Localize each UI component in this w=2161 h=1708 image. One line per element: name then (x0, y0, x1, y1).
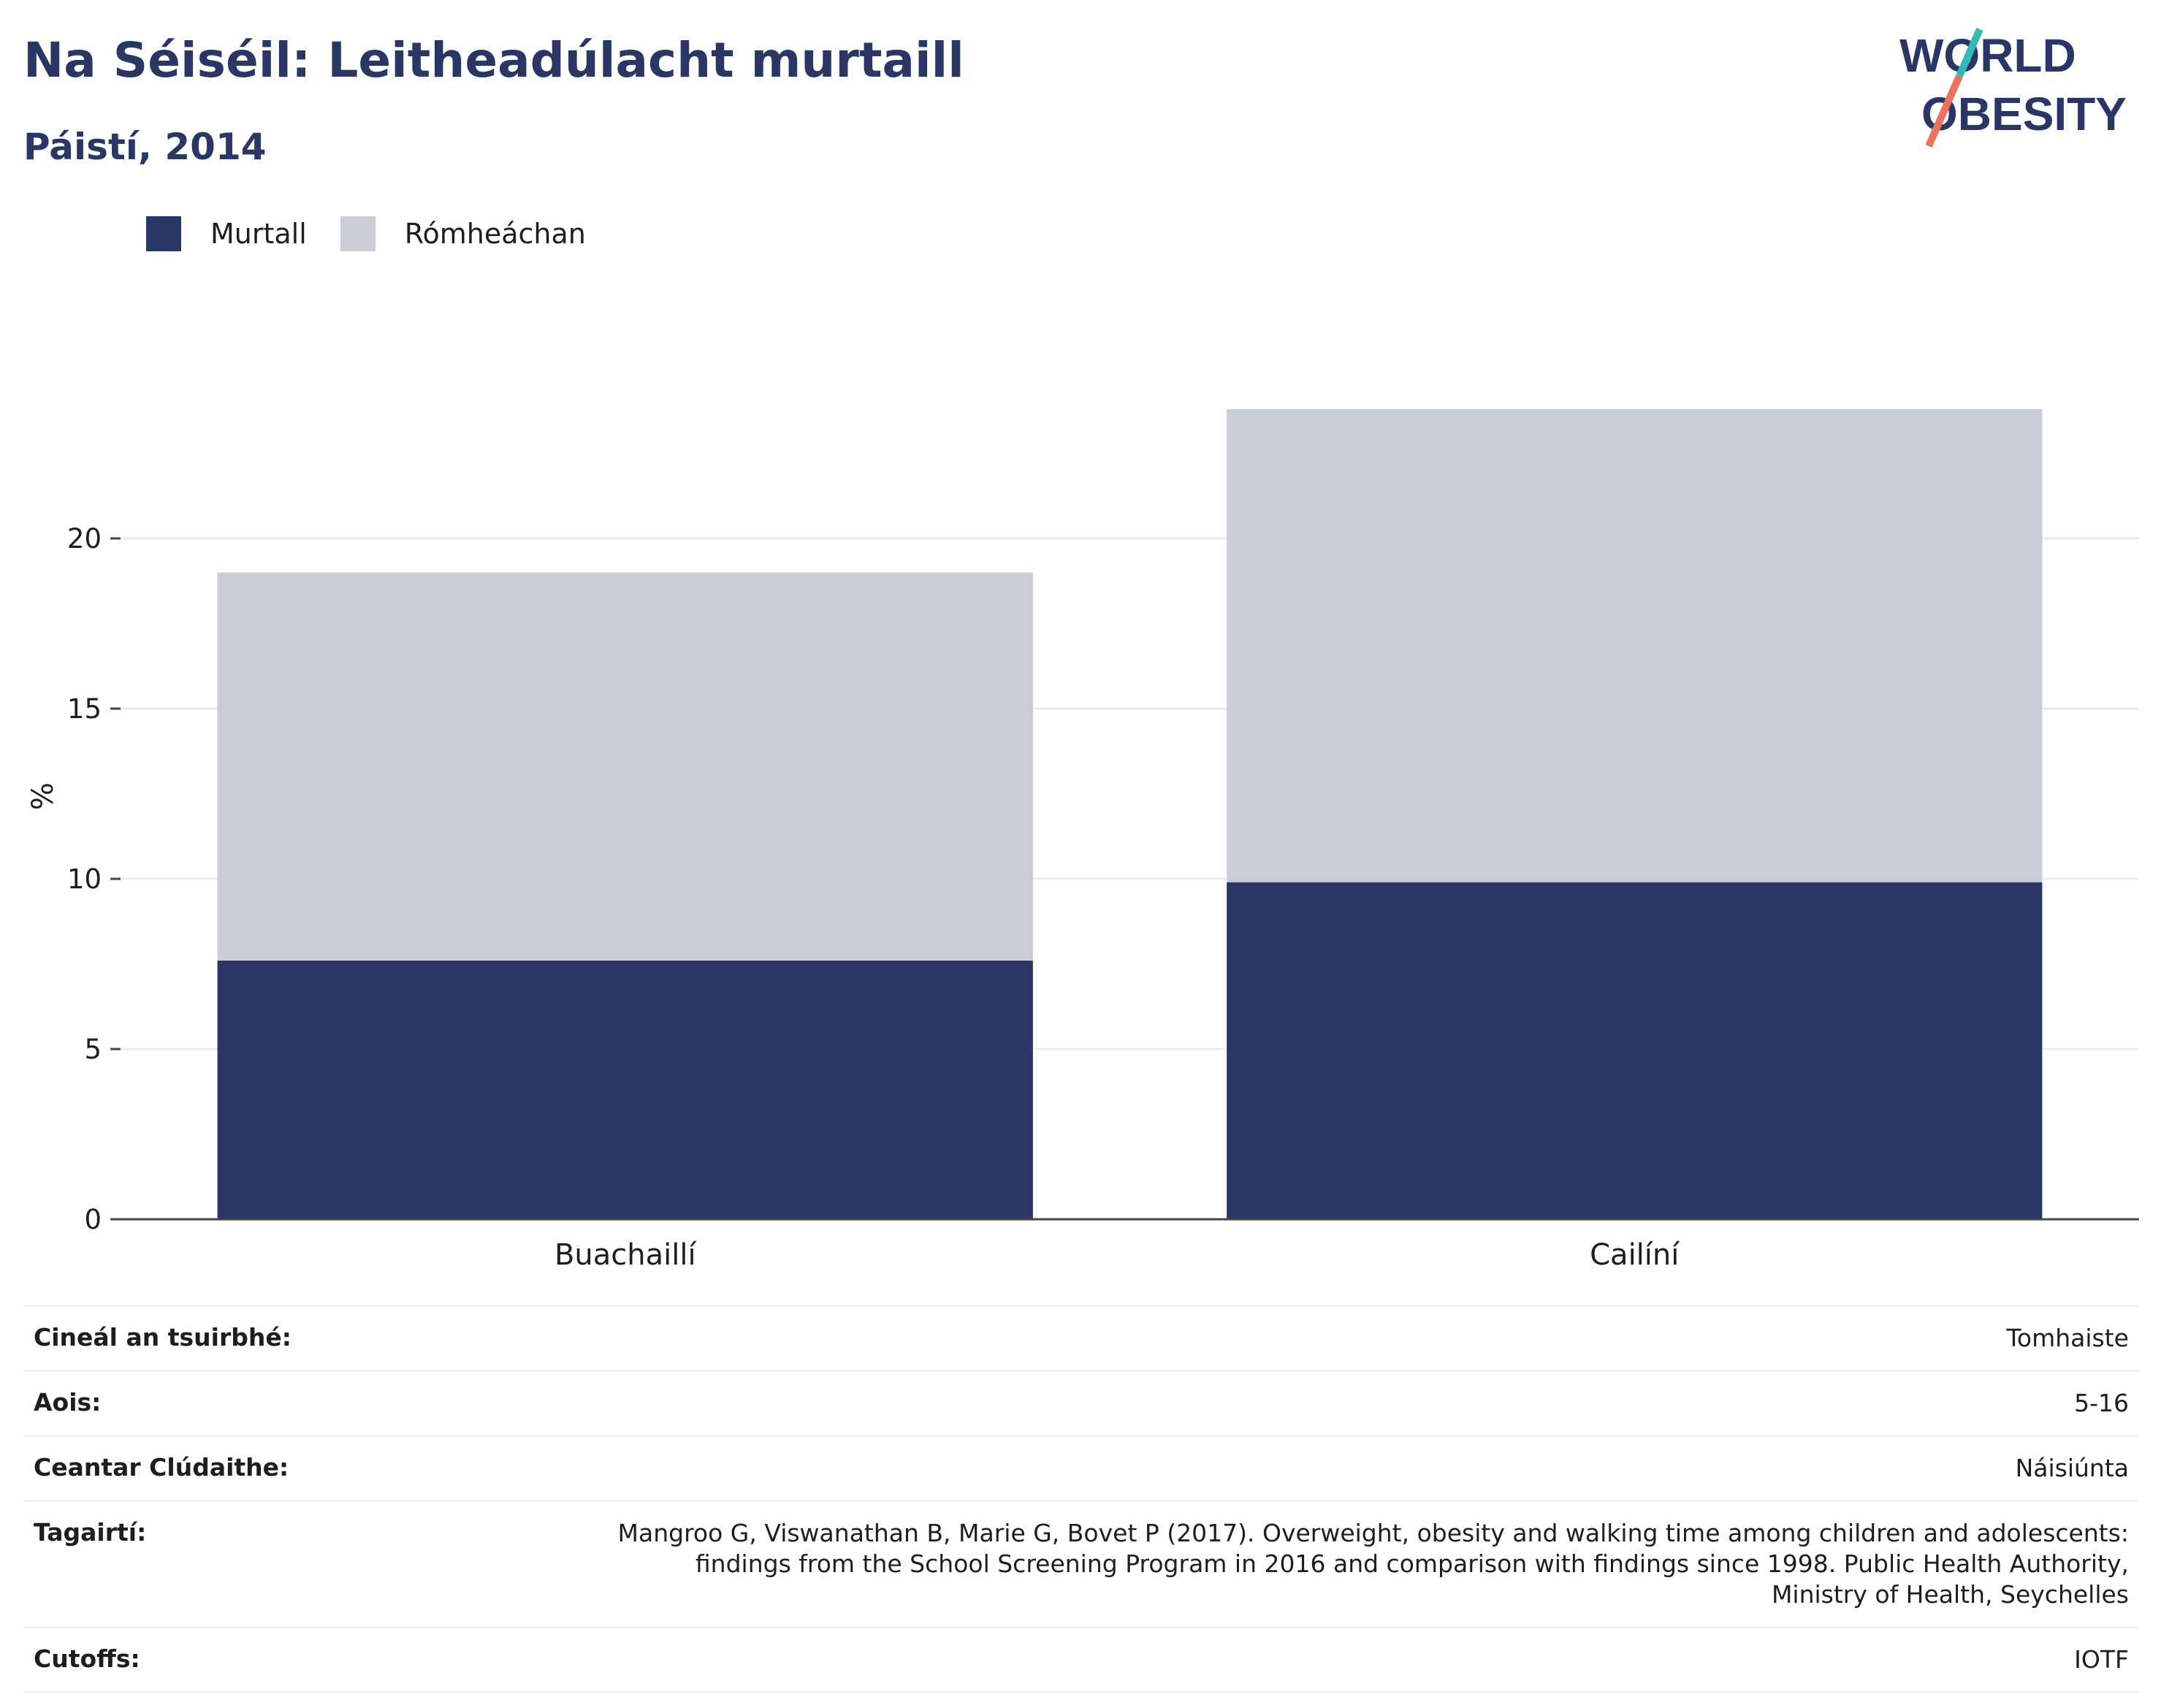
x-tick-label: Buachaillí (554, 1238, 698, 1272)
y-tick-label: 5 (84, 1034, 102, 1065)
meta-row-survey-type: Cineál an tsuirbhé: Tomhaiste (23, 1305, 2139, 1370)
chart-title: Na Séiséil: Leitheadúlacht murtaill (23, 32, 964, 88)
meta-key: Tagairtí: (34, 1518, 147, 1547)
logo-slash-coral (1925, 74, 1963, 148)
chart-subtitle: Páistí, 2014 (23, 126, 267, 168)
logo-slash-teal (1956, 27, 1983, 78)
meta-value: Náisiúnta (2015, 1454, 2129, 1482)
bar-obese (217, 960, 1033, 1219)
meta-value: 5-16 (2074, 1389, 2129, 1417)
legend-swatch-obese (146, 216, 181, 251)
legend-item-obese: Murtall (146, 216, 307, 251)
meta-value: Mangroo G, Viswanathan B, Marie G, Bovet… (617, 1519, 2129, 1609)
y-tick-label: 10 (67, 863, 102, 895)
logo-line1: WORLD (1899, 29, 2076, 82)
stacked-bar-chart: 0 5 10 15 20% Buachaillí Cailíní (26, 408, 2139, 1272)
meta-row-references: Tagairtí: Mangroo G, Viswanathan B, Mari… (23, 1500, 2139, 1626)
y-tick-label: 20 (67, 523, 102, 554)
meta-key: Cineál an tsuirbhé: (34, 1323, 291, 1351)
bar-obese (1227, 882, 2043, 1219)
survey-metadata-table: Cineál an tsuirbhé: Tomhaiste Aois: 5-16… (23, 1305, 2139, 1693)
meta-row-cutoffs: Cutoffs: IOTF (23, 1626, 2139, 1693)
chart-legend: Murtall Rómheáchan (146, 216, 620, 251)
legend-item-overweight: Rómheáchan (340, 216, 586, 251)
meta-key: Ceantar Clúdaithe: (34, 1453, 289, 1482)
legend-label-overweight: Rómheáchan (404, 218, 586, 250)
meta-value: Tomhaiste (2006, 1324, 2129, 1352)
meta-row-coverage: Ceantar Clúdaithe: Náisiúnta (23, 1435, 2139, 1500)
meta-key: Aois: (34, 1388, 102, 1417)
x-tick-label: Cailíní (1590, 1238, 1680, 1272)
logo-line2: OBESITY (1921, 88, 2127, 140)
bar-overweight (1227, 408, 2043, 882)
meta-row-age: Aois: 5-16 (23, 1370, 2139, 1435)
world-obesity-logo: WORLD OBESITY (1899, 27, 2127, 148)
legend-label-obese: Murtall (210, 218, 307, 250)
y-tick-label: 15 (67, 693, 102, 725)
legend-swatch-overweight (340, 216, 376, 251)
meta-value: IOTF (2074, 1645, 2129, 1674)
y-axis-label: % (26, 782, 60, 810)
bar-overweight (217, 572, 1033, 961)
y-tick-label: 0 (84, 1204, 102, 1235)
meta-key: Cutoffs: (34, 1644, 140, 1673)
